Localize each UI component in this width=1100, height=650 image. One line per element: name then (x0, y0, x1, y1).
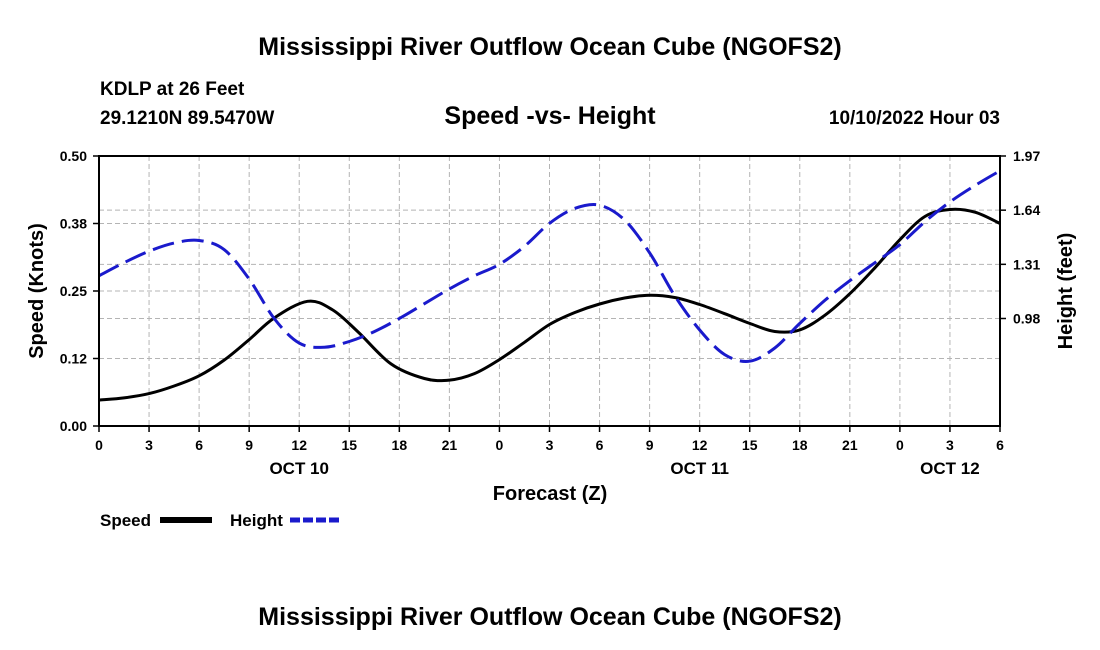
x-axis-label: Forecast (Z) (493, 483, 607, 505)
y-tick-label: 0.12 (60, 351, 87, 367)
y2-axis-ticks: 0.98 1.31 1.64 1.97 (1000, 148, 1040, 326)
x-tick-label: 0 (95, 437, 103, 453)
station-label: KDLP at 26 Feet (100, 79, 245, 100)
grid (99, 155, 1000, 426)
date-labels: OCT 10 OCT 11 OCT 12 (269, 459, 979, 478)
timestamp-label: 10/10/2022 Hour 03 (829, 108, 1000, 129)
legend-speed-label: Speed (100, 511, 151, 530)
date-label: OCT 10 (269, 459, 329, 478)
x-tick-label: 9 (245, 437, 253, 453)
y-axis-label: Speed (Knots) (26, 223, 48, 359)
x-tick-label: 12 (692, 437, 708, 453)
y-tick-label: 0.00 (60, 418, 87, 434)
x-tick-label: 15 (742, 437, 758, 453)
y2-tick-label: 0.98 (1013, 310, 1040, 326)
x-tick-label: 21 (842, 437, 858, 453)
footer-title: Mississippi River Outflow Ocean Cube (NG… (258, 603, 841, 631)
x-tick-label: 0 (496, 437, 504, 453)
series-line-height (98, 169, 1001, 363)
y-tick-label: 0.25 (60, 283, 87, 299)
chart-title: Speed -vs- Height (444, 102, 656, 130)
x-tick-label: 18 (792, 437, 808, 453)
x-tick-label: 12 (291, 437, 307, 453)
y2-tick-label: 1.97 (1013, 148, 1040, 164)
y2-tick-label: 1.31 (1013, 256, 1040, 272)
date-label: OCT 11 (670, 459, 729, 478)
legend-height-label: Height (230, 511, 283, 530)
date-label: OCT 12 (920, 459, 980, 478)
y-tick-label: 0.50 (60, 148, 87, 164)
x-tick-label: 0 (896, 437, 904, 453)
x-tick-label: 3 (946, 437, 954, 453)
x-tick-label: 15 (341, 437, 357, 453)
x-tick-label: 6 (996, 437, 1004, 453)
y-axis-ticks: 0.00 0.12 0.25 0.38 0.50 (60, 148, 99, 434)
figure-title: Mississippi River Outflow Ocean Cube (NG… (258, 33, 841, 61)
x-tick-label: 18 (392, 437, 408, 453)
x-tick-label: 21 (442, 437, 458, 453)
x-tick-label: 6 (195, 437, 203, 453)
series-layer (98, 169, 1001, 402)
coordinates-label: 29.1210N 89.5470W (100, 108, 274, 129)
x-tick-label: 3 (145, 437, 153, 453)
series-line-speed (98, 207, 1001, 402)
legend: Speed Height (100, 511, 342, 530)
y2-tick-label: 1.64 (1013, 202, 1040, 218)
y2-axis-label: Height (feet) (1055, 233, 1077, 350)
x-tick-label: 6 (596, 437, 604, 453)
x-tick-label: 3 (546, 437, 554, 453)
x-axis-ticks: 0 3 6 9 12 15 18 21 0 3 6 9 12 15 18 21 0 3 6 (95, 426, 1004, 453)
x-tick-label: 9 (646, 437, 654, 453)
y-tick-label: 0.38 (60, 216, 87, 232)
